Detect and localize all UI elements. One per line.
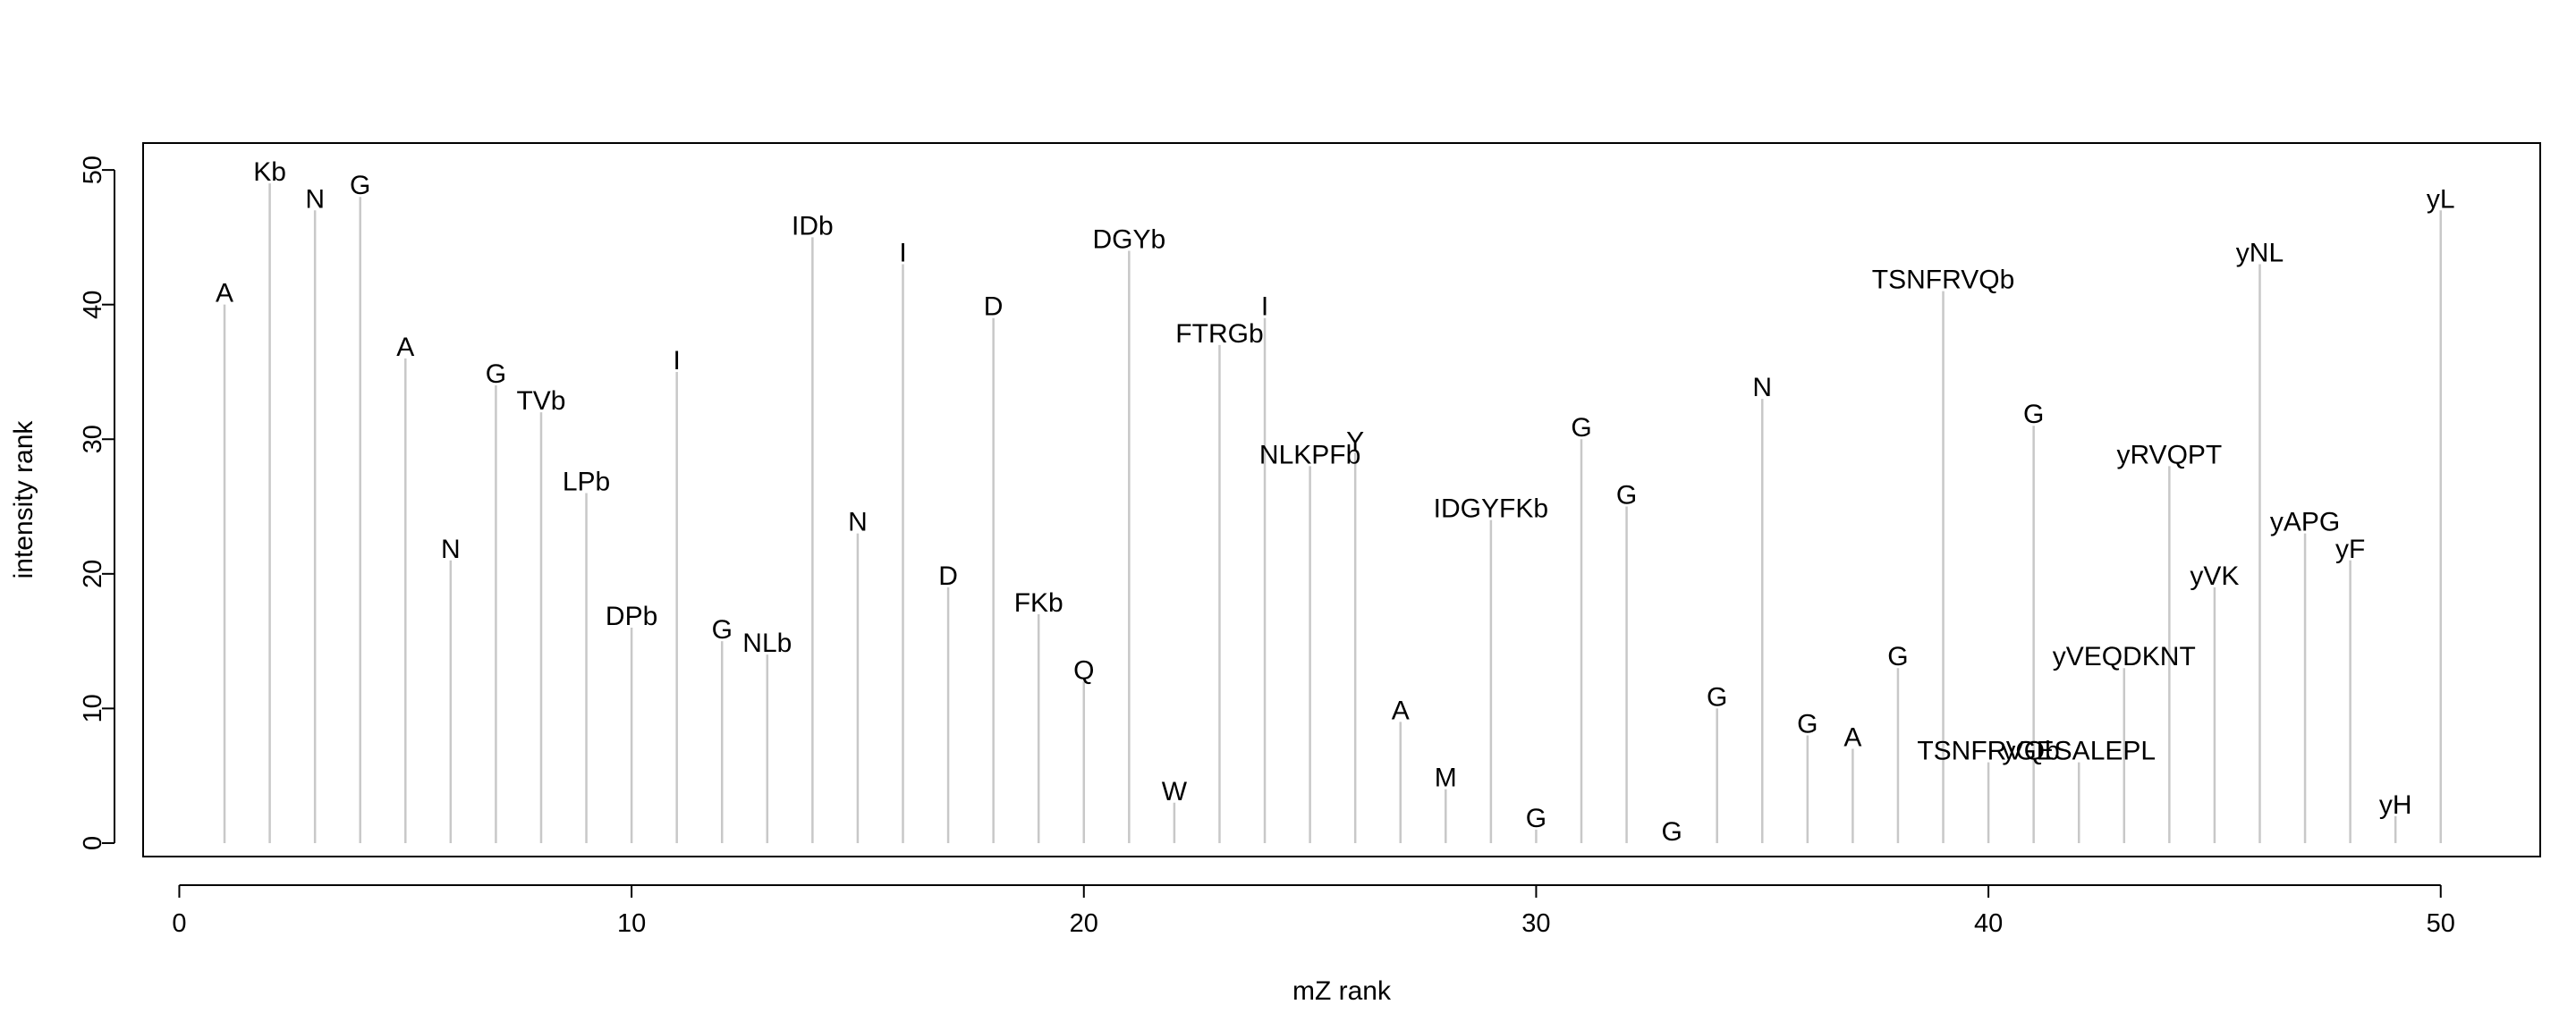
y-tick-label: 40 [79,291,107,319]
peak-label: TSNFRVQb [1917,737,2059,766]
x-tick-label: 20 [1070,909,1098,938]
peak-label: G [1707,682,1727,712]
peak-label: G [486,359,506,389]
peak-label: M [1435,764,1457,793]
peak-label: Kb [253,157,286,187]
x-tick-label: 50 [2427,909,2455,938]
peak-label: G [1616,481,1637,511]
peak-label: G [350,171,370,200]
peak-label: A [216,279,233,308]
peak-label: DPb [606,602,657,631]
x-tick-label: 40 [1974,909,2003,938]
peak-label: I [899,239,906,268]
peak-label: TVb [516,386,565,416]
peak-label: Y [1346,426,1364,456]
peak-label: FKb [1014,588,1063,618]
peak-label: NLKPFb [1259,440,1360,469]
peak-label: yF [2335,535,2365,564]
peak-label: yH [2379,790,2412,820]
peak-label: G [2023,400,2044,429]
peak-label: D [984,292,1004,322]
y-axis-title: intensity rank [9,420,38,579]
peak-label: N [305,184,325,214]
x-tick-label: 0 [172,909,186,938]
peak-label: FTRGb [1175,319,1263,349]
peak-label: N [1752,373,1772,402]
peak-label: W [1162,777,1188,806]
peak-label: yVK [2190,561,2239,591]
peak-label: TSNFRVQb [1872,266,2014,295]
peak-label: D [938,561,958,591]
y-tick-label: 0 [79,836,107,850]
peak-label: N [441,535,461,564]
y-tick-label: 20 [79,560,107,588]
peak-lines [223,183,2443,843]
peak-label: yRVQPT [2116,440,2222,469]
peak-label: I [674,346,681,376]
peak-label: yGESALEPL [2002,737,2156,766]
peak-label: Q [1073,655,1094,685]
y-tick-label: 50 [79,156,107,184]
y-tick-label: 30 [79,425,107,453]
peak-label: G [1887,642,1908,671]
peak-label: A [1843,723,1861,753]
peak-label: yAPG [2270,508,2340,537]
peak-label: yNL [2236,239,2284,268]
y-axis: 0 10 20 30 40 50 [79,156,115,850]
x-tick-label: 30 [1521,909,1550,938]
x-tick-label: 10 [617,909,646,938]
peak-label: IDb [792,211,834,241]
peak-label: G [1797,709,1818,739]
peak-label: yL [2427,184,2455,214]
peak-label: A [396,333,414,362]
plot-frame [142,142,2541,857]
peak-label: A [1392,696,1410,725]
peak-label: DGYb [1092,224,1165,254]
peak-label: yVEQDKNT [2053,642,2196,671]
peak-label: NLb [742,629,792,658]
peak-label: LPb [563,467,610,496]
x-axis: 0 10 20 30 40 50 [172,884,2455,938]
peak-label: G [1661,817,1682,847]
peak-label: G [1571,413,1591,443]
y-tick-label: 10 [79,694,107,722]
peak-label: I [1261,292,1268,322]
peak-label: G [712,615,733,645]
peak-label: N [848,508,868,537]
peak-label: IDGYFKb [1434,494,1548,524]
peak-label: G [1526,804,1546,833]
x-axis-title: mZ rank [1292,976,1392,1006]
